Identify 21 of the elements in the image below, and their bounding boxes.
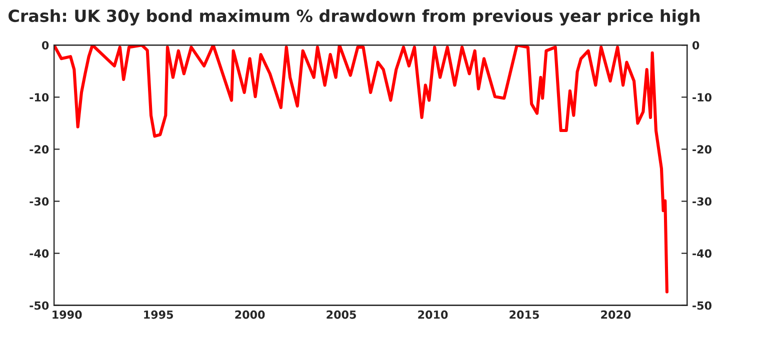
y2-tick-label: -50 xyxy=(692,301,712,310)
x-tick-label: 2015 xyxy=(510,310,539,319)
x-tick-label: 2005 xyxy=(326,310,356,319)
y2-tick-label: -10 xyxy=(692,93,712,102)
chart-title: Crash: UK 30y bond maximum % drawdown from previous year price high xyxy=(8,9,700,26)
x-tick-label: 2000 xyxy=(235,310,265,319)
y2-tick-label: -20 xyxy=(692,145,712,154)
y-tick-label: 0 xyxy=(42,41,49,50)
line-series xyxy=(54,45,668,294)
y-tick-label: -10 xyxy=(30,93,49,102)
y-tick-label: -40 xyxy=(30,249,49,258)
y-tick-label: -50 xyxy=(30,301,49,310)
y2-tick-label: 0 xyxy=(692,41,700,50)
x-tick-label: 1995 xyxy=(144,310,174,319)
y-tick-label: -20 xyxy=(30,145,49,154)
y2-tick-label: -40 xyxy=(692,249,712,258)
x-tick-label: 2020 xyxy=(601,310,631,319)
x-tick-label: 2010 xyxy=(418,310,448,319)
x-tick-label: 1990 xyxy=(52,310,82,319)
y2-tick-label: -30 xyxy=(692,197,712,206)
y-tick-label: -30 xyxy=(30,197,49,206)
